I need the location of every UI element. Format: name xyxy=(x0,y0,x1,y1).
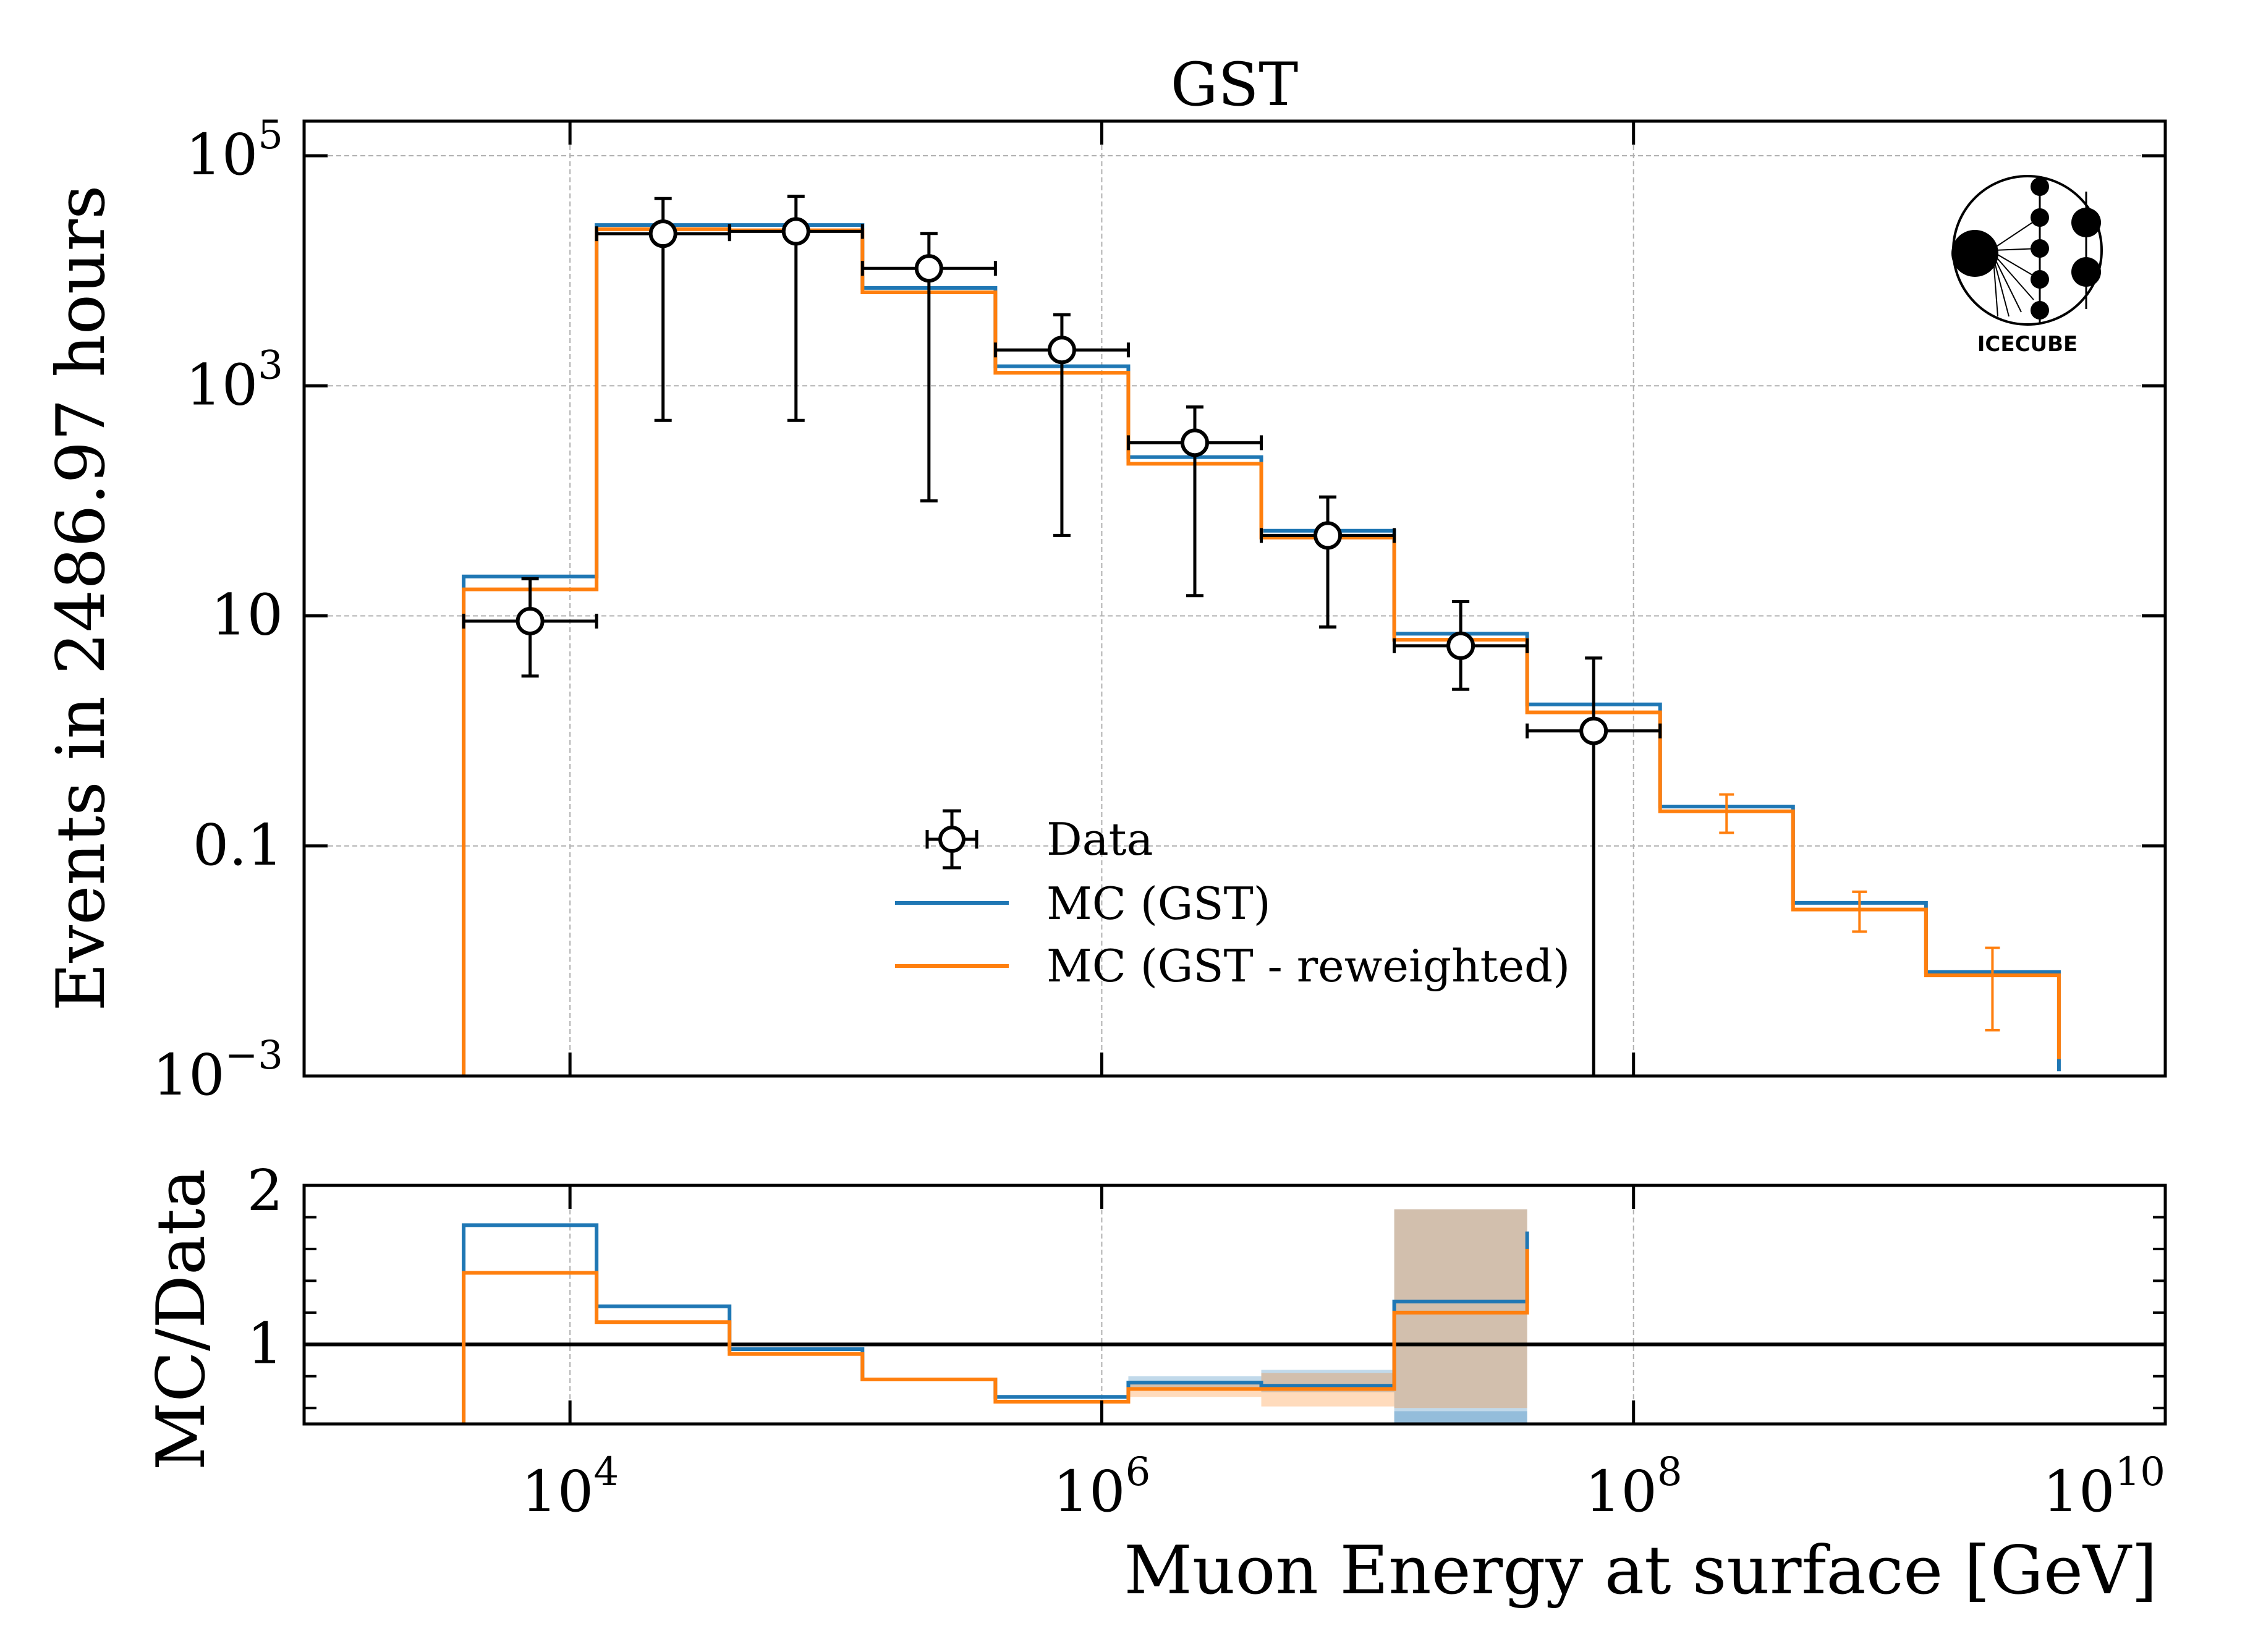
y-tick-label: 10 xyxy=(211,582,283,648)
y-tick-label: 105 xyxy=(185,112,283,188)
y-tick-label: 0.1 xyxy=(193,812,283,878)
ratio-tick-labels: 104 106 108 1010 1 2 xyxy=(247,1158,2165,1525)
x-tick-label: 1010 xyxy=(2042,1449,2165,1525)
data-point xyxy=(1579,716,1608,745)
ratio-y-tick-label: 1 xyxy=(247,1310,283,1376)
ratio-mc-gst-band xyxy=(1394,1209,1527,1424)
data-point xyxy=(1314,521,1343,550)
ratio-panel: 104 106 108 1010 1 2 MC/Data Muon Energy at s… xyxy=(143,1158,2167,1609)
ratio-plot-frame xyxy=(302,1184,2167,1426)
legend-data-marker xyxy=(925,809,978,870)
legend-label-data: Data xyxy=(1046,813,1153,865)
ratio-tail-band xyxy=(1394,1411,1527,1424)
main-series xyxy=(462,194,2061,1076)
icecube-logo-text: ICECUBE xyxy=(1977,332,2078,357)
main-panel: 10−3 0.1 10 103 105 GST Events in 2486.97 ho… xyxy=(43,50,2167,1108)
legend: Data MC (GST) MC (GST - reweighted) xyxy=(895,809,1570,992)
ratio-series xyxy=(304,1209,2165,1424)
data-point xyxy=(1446,631,1475,660)
x-tick-label: 104 xyxy=(521,1449,619,1525)
ratio-mc-reweighted-step-line xyxy=(462,1248,1529,1424)
y-axis-title: Events in 2486.97 hours xyxy=(43,185,120,1011)
icecube-logo: ICECUBE xyxy=(1951,175,2103,357)
main-grid xyxy=(304,121,2165,1076)
y-tick-label: 103 xyxy=(185,342,283,418)
data-point xyxy=(1180,428,1209,457)
x-tick-label: 106 xyxy=(1053,1449,1151,1525)
ratio-ticks xyxy=(304,1184,2167,1424)
data-point xyxy=(1047,336,1076,365)
data-point xyxy=(914,254,943,283)
y-tick-label: 10−3 xyxy=(153,1033,283,1108)
legend-label-mc-gst: MC (GST) xyxy=(1046,878,1271,930)
data-point xyxy=(516,607,545,636)
main-plot-frame xyxy=(302,119,2167,1078)
main-ticks xyxy=(304,121,2167,1078)
data-point xyxy=(648,219,677,248)
main-y-tick-labels: 10−3 0.1 10 103 105 xyxy=(153,112,283,1108)
ratio-mc-reweighted-band xyxy=(1394,1209,1527,1408)
ratio-y-tick-label: 2 xyxy=(247,1158,283,1224)
ratio-y-axis-title: MC/Data xyxy=(143,1169,220,1470)
plot-title: GST xyxy=(1171,50,1298,119)
data-point xyxy=(781,217,810,246)
x-tick-label: 108 xyxy=(1585,1449,1683,1525)
x-axis-title: Muon Energy at surface [GeV] xyxy=(1124,1532,2157,1609)
legend-label-mc-reweighted: MC (GST - reweighted) xyxy=(1046,940,1570,992)
